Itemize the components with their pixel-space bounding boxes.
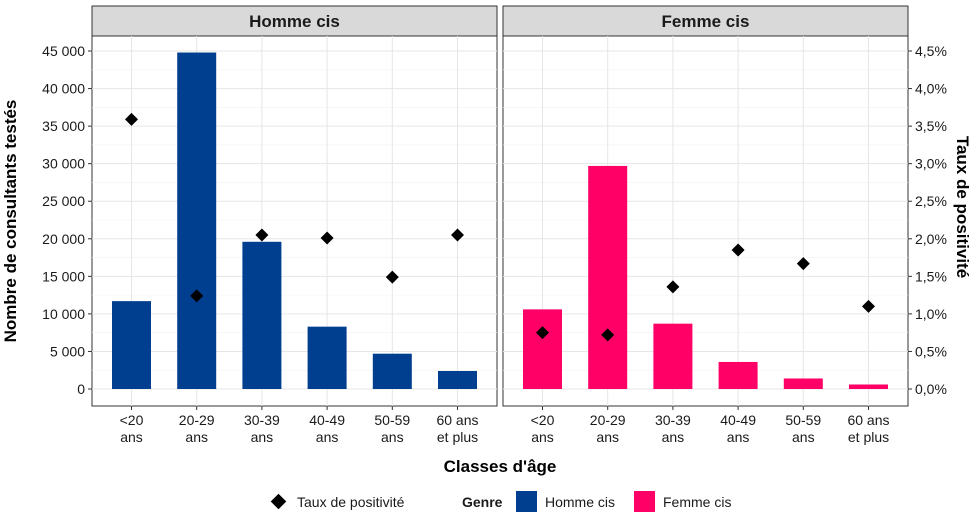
rate-marker (125, 112, 138, 126)
rate-marker (666, 280, 680, 294)
panel-gridlines (503, 36, 908, 406)
rate-marker (796, 257, 810, 271)
y-tick-label: 45 000 (42, 43, 85, 59)
x-tick-label: ans (251, 429, 274, 445)
x-tick-label: 60 ans (847, 412, 889, 428)
x-tick-label: 40-49 (309, 412, 345, 428)
y-axis-title: Nombre de consultants testés (1, 100, 20, 343)
legend-label-femme: Femme cis (663, 494, 731, 510)
x-tick-label: ans (727, 429, 750, 445)
legend-swatch-femme (634, 491, 655, 512)
bar (438, 370, 477, 389)
y2-tick-label: 1,0% (915, 306, 947, 322)
panel-background (91, 35, 498, 407)
x-tick-label: 20-29 (590, 412, 626, 428)
y2-tick-label: 0,5% (915, 343, 947, 359)
rate-marker (862, 299, 875, 313)
y-tick-label: 25 000 (42, 193, 85, 209)
x-tick-label: 30-39 (655, 412, 691, 428)
panel-strip-background (91, 5, 498, 37)
bar (783, 378, 823, 389)
y-tick-label: 20 000 (42, 231, 85, 247)
y2-tick-label: 4,0% (915, 81, 947, 97)
panel-strip-label: Femme cis (662, 12, 750, 31)
bar (588, 165, 628, 389)
rate-marker (731, 243, 745, 257)
y2-tick-label: 3,5% (915, 118, 947, 134)
legend: Taux de positivité Genre Homme cis Femme… (270, 491, 731, 512)
rate-marker (536, 326, 549, 340)
rate-marker (190, 289, 204, 303)
rate-marker (320, 231, 334, 245)
y2-tick-label: 0,0% (915, 381, 947, 397)
y2-tick-label: 2,0% (915, 231, 947, 247)
y2-tick-label: 2,5% (915, 193, 947, 209)
panel-strip-label: Homme cis (249, 12, 340, 31)
legend-label-homme: Homme cis (545, 494, 615, 510)
y-tick-label: 10 000 (42, 306, 85, 322)
y-tick-label: 35 000 (42, 118, 85, 134)
y-tick-label: 15 000 (42, 268, 85, 284)
x-tick-label: 60 ans (436, 412, 478, 428)
y2-tick-label: 1,5% (915, 268, 947, 284)
x-tick-label: 50-59 (374, 412, 410, 428)
y2-axis-title: Taux de positivité (953, 136, 972, 278)
x-tick-label: ans (120, 429, 143, 445)
x-tick-label: ans (185, 429, 208, 445)
y-axis-left: 0 5 000 10 000 15 000 20 000 25 000 30 000 35 0… (42, 43, 92, 397)
bar (177, 52, 217, 389)
x-axis-title: Classes d'âge (444, 457, 557, 476)
rate-marker (385, 270, 399, 284)
y-tick-label: 40 000 (42, 81, 85, 97)
y-tick-label: 5 000 (50, 343, 85, 359)
y2-tick-label: 3,0% (915, 156, 947, 172)
y-tick-label: 30 000 (42, 156, 85, 172)
x-tick-label: ans (381, 429, 404, 445)
x-tick-label: et plus (848, 429, 889, 445)
bar (372, 353, 412, 389)
y-axis-right: 0,0% 0,5% 1,0% 1,5% 2,0% 2,5% 3,0% 3,5% 4,0% 4,5% (908, 43, 947, 397)
bar (112, 301, 151, 389)
x-tick-label: ans (792, 429, 815, 445)
x-tick-label: ans (531, 429, 554, 445)
legend-title: Genre (462, 494, 503, 510)
panel-marks (112, 52, 477, 389)
legend-marker-label: Taux de positivité (297, 494, 405, 510)
x-tick-label: <20 (120, 412, 144, 428)
x-tick-label: ans (316, 429, 339, 445)
x-axis: <20ans20-29ans30-39ans40-49ans50-59ans60… (120, 406, 890, 445)
x-tick-label: 50-59 (785, 412, 821, 428)
rate-marker (451, 228, 464, 242)
rate-marker (601, 328, 615, 342)
y2-tick-label: 4,5% (915, 43, 947, 59)
panel-marks (523, 165, 888, 389)
x-tick-label: 40-49 (720, 412, 756, 428)
x-tick-label: <20 (531, 412, 555, 428)
rate-marker (255, 228, 269, 242)
bar (849, 384, 888, 389)
bar (653, 323, 693, 389)
x-tick-label: 20-29 (179, 412, 215, 428)
legend-swatch-homme (516, 491, 537, 512)
bar (523, 309, 562, 389)
bar (718, 361, 758, 389)
bar (242, 241, 282, 389)
x-tick-label: ans (662, 429, 685, 445)
y-tick-label: 0 (77, 381, 85, 397)
x-tick-label: ans (596, 429, 619, 445)
panel-background (502, 35, 909, 407)
x-tick-label: 30-39 (244, 412, 280, 428)
x-tick-label: et plus (437, 429, 478, 445)
bar (307, 326, 347, 389)
legend-diamond-marker (270, 493, 287, 510)
